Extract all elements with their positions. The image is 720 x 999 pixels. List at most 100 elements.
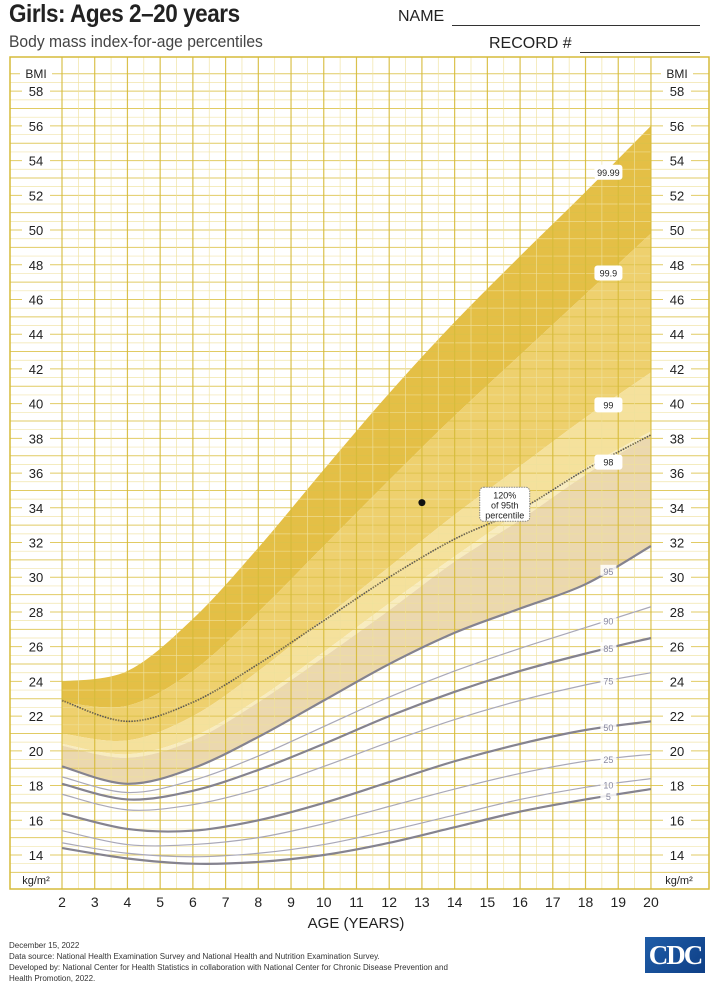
band-label-99: 99 [603, 400, 613, 410]
percentile-line-25 [61, 753, 652, 847]
chart-subtitle: Body mass index-for-age percentiles [9, 32, 263, 51]
name-field[interactable]: NAME [398, 8, 701, 26]
name-blank[interactable] [452, 11, 701, 26]
y-tick-label-right: 44 [670, 327, 684, 342]
x-tick-label: 12 [381, 894, 397, 910]
y-tick-bg [663, 257, 691, 271]
percentile-label-bg [600, 674, 617, 686]
y-tick-bg [22, 709, 50, 723]
record-blank[interactable] [579, 38, 700, 53]
y-tick-label-left: 48 [29, 258, 43, 273]
x-tick-label: 16 [512, 894, 528, 910]
y-tick-bg [663, 709, 691, 723]
y-tick-bg [22, 396, 50, 410]
y-tick-label-left: 30 [29, 570, 43, 585]
x-tick-label: 3 [91, 894, 99, 910]
y-tick-bg [663, 396, 691, 410]
y-tick-bg [663, 188, 691, 202]
record-label: RECORD # [489, 35, 572, 52]
footer-date: December 15, 2022 [9, 941, 80, 950]
y-tick-label-right: 34 [670, 501, 684, 516]
x-tick-label: 9 [287, 894, 295, 910]
y-tick-bg [663, 535, 691, 549]
y-tick-label-left: 54 [29, 154, 43, 169]
y-axis-label-right: BMI [666, 67, 687, 81]
record-field[interactable]: RECORD # [489, 35, 700, 53]
y-tick-label-right: 54 [670, 154, 684, 169]
y-tick-bg [22, 292, 50, 306]
x-tick-label: 13 [414, 894, 430, 910]
band-label-98: 98 [603, 458, 613, 468]
y-tick-label-right: 56 [670, 119, 684, 134]
percentile-label-bg [600, 789, 617, 801]
percentile-label-85: 85 [603, 644, 613, 654]
y-tick-bg [22, 327, 50, 341]
percentile-line-90 [61, 606, 652, 794]
y-tick-bg [663, 743, 691, 757]
x-tick-label: 10 [316, 894, 332, 910]
x-tick-label: 6 [189, 894, 197, 910]
y-tick-bg [22, 466, 50, 480]
plot-frame [9, 56, 710, 890]
band-label-99.9: 99.9 [600, 268, 618, 278]
percentile-label-bg [600, 720, 617, 732]
percentile-label-bg [600, 564, 617, 576]
y-tick-label-left: 28 [29, 605, 43, 620]
band-label-box [594, 164, 623, 180]
x-tick-label: 8 [254, 894, 262, 910]
y-tick-label-right: 18 [670, 779, 684, 794]
y-tick-label-right: 42 [670, 362, 684, 377]
percentile-line-10 [61, 778, 652, 858]
reference-label-text: percentile [485, 510, 524, 520]
band-label-box [594, 454, 623, 470]
y-tick-label-left: 42 [29, 362, 43, 377]
reference-line-overlay [61, 434, 652, 722]
y-tick-bg [663, 813, 691, 827]
y-label-bg [661, 66, 693, 80]
y-tick-label-right: 48 [670, 258, 684, 273]
y-tick-label-left: 22 [29, 709, 43, 724]
y-tick-label-left: 52 [29, 188, 43, 203]
y-tick-label-left: 56 [29, 119, 43, 134]
y-tick-bg [22, 257, 50, 271]
y-tick-bg [663, 639, 691, 653]
y-tick-label-right: 24 [670, 674, 684, 689]
y-tick-label-left: 20 [29, 744, 43, 759]
y-tick-bg [22, 778, 50, 792]
y-tick-bg [22, 674, 50, 688]
y-axis-label-left: BMI [25, 67, 46, 81]
y-tick-bg [663, 223, 691, 237]
y-tick-bg [663, 848, 691, 861]
y-tick-bg [663, 361, 691, 375]
percentile-label-bg [600, 614, 617, 626]
y-tick-bg [22, 188, 50, 202]
y-tick-label-left: 58 [29, 84, 43, 99]
y-tick-label-left: 44 [29, 327, 43, 342]
footer-source: Data source: National Health Examination… [9, 952, 380, 961]
y-tick-bg [22, 535, 50, 549]
percentile-line-85 [61, 636, 652, 801]
percentile-label-10: 10 [603, 780, 613, 790]
y-tick-label-right: 40 [670, 397, 684, 412]
unit-bg [655, 873, 703, 886]
band-label-box [594, 265, 623, 281]
percentile-line-95 [61, 545, 652, 785]
x-tick-label: 20 [643, 894, 659, 910]
x-tick-label: 19 [610, 894, 626, 910]
y-tick-label-right: 52 [670, 188, 684, 203]
data-point [418, 499, 426, 507]
percentile-label-bg [600, 778, 617, 790]
x-tick-label: 5 [156, 894, 164, 910]
chart-title: Girls: Ages 2–20 years [9, 0, 240, 28]
band-label-box [594, 397, 623, 413]
y-tick-bg [22, 639, 50, 653]
y-tick-label-left: 38 [29, 431, 43, 446]
y-tick-label-left: 36 [29, 466, 43, 481]
y-tick-label-left: 32 [29, 536, 43, 551]
y-tick-label-left: 16 [29, 813, 43, 828]
reference-label-text: of 95th [491, 500, 519, 510]
footer-developed-2: Health Promotion, 2022. [9, 974, 96, 983]
x-tick-label: 14 [447, 894, 463, 910]
y-tick-label-right: 30 [670, 570, 684, 585]
